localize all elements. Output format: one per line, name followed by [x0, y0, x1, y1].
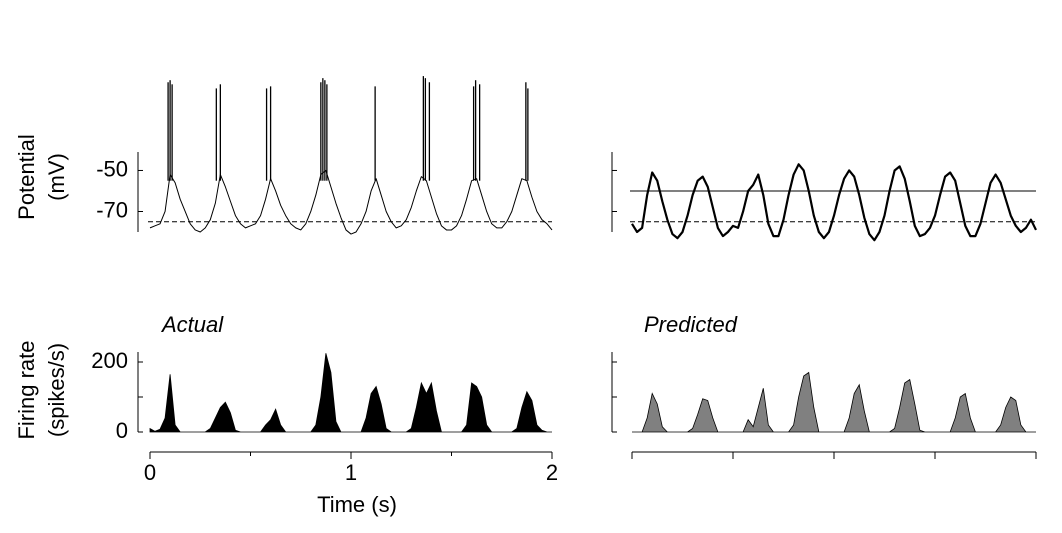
x-axis-label: Time (s) — [317, 492, 397, 517]
x-tick-label: 0 — [144, 460, 156, 485]
x-tick-label: 1 — [345, 460, 357, 485]
x-tick-label: 2 — [546, 460, 558, 485]
y-tick-label: 0 — [116, 418, 128, 443]
y-tick-label: -50 — [96, 156, 128, 181]
y-axis-label: Potential — [14, 134, 39, 220]
firing-rate-area — [632, 371, 1036, 433]
potential-trace — [631, 163, 1037, 242]
potential-trace — [149, 169, 553, 235]
y-tick-label: -70 — [96, 197, 128, 222]
y-axis-label: (mV) — [44, 153, 69, 201]
firing-rate-area — [149, 353, 552, 433]
panel-title: Predicted — [644, 312, 738, 337]
panel-title: Actual — [160, 312, 224, 337]
y-axis-label: (spikes/s) — [44, 343, 69, 437]
y-axis-label: Firing rate — [14, 340, 39, 439]
y-tick-label: 200 — [91, 348, 128, 373]
